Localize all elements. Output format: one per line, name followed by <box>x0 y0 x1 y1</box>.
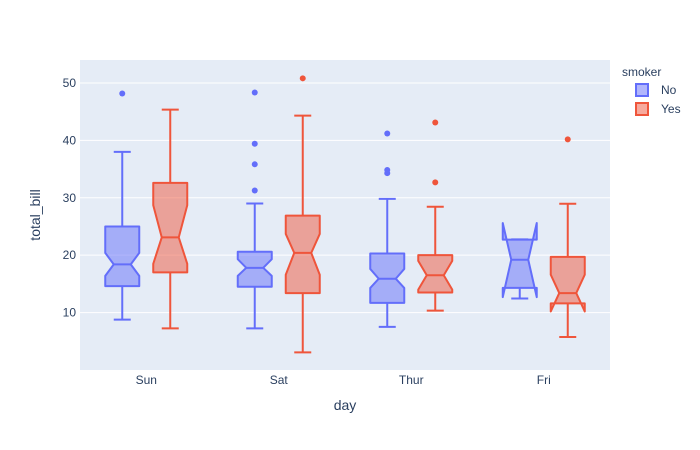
x-tick-label: Fri <box>537 373 551 387</box>
box-yes-thur[interactable] <box>417 119 454 312</box>
legend-swatch <box>635 102 649 116</box>
x-axis-title: day <box>334 397 357 413</box>
x-tick-label: Thur <box>399 373 424 387</box>
box-yes-sat[interactable] <box>284 75 321 354</box>
box-body <box>549 255 586 313</box>
outlier-point[interactable] <box>299 75 306 82</box>
y-tick-label: 20 <box>63 248 77 262</box>
box-no-sun[interactable] <box>104 90 141 321</box>
box-no-thur[interactable] <box>369 130 406 328</box>
legend-item-no[interactable]: No <box>635 83 677 97</box>
box-body <box>104 225 141 288</box>
y-tick-label: 10 <box>63 306 77 320</box>
y-tick-label: 40 <box>63 133 77 147</box>
box-series <box>104 75 586 354</box>
box-yes-sun[interactable] <box>152 108 189 330</box>
y-tick-label: 50 <box>63 76 77 90</box>
outlier-point[interactable] <box>432 179 439 186</box>
box-no-fri[interactable] <box>501 222 538 300</box>
y-tick-label: 30 <box>63 191 77 205</box>
outlier-point[interactable] <box>251 89 258 96</box>
outlier-point[interactable] <box>384 167 391 174</box>
box-body <box>284 214 321 295</box>
legend[interactable]: smoker No Yes <box>622 65 681 116</box>
box-body <box>152 181 189 274</box>
outlier-point[interactable] <box>251 140 258 147</box>
outlier-point[interactable] <box>251 187 258 194</box>
x-tick-label: Sun <box>136 373 157 387</box>
outlier-point[interactable] <box>384 130 391 137</box>
y-axis-title: total_bill <box>27 189 43 240</box>
y-axis-ticks: 10 20 30 40 50 <box>63 76 77 320</box>
legend-label: No <box>661 83 677 97</box>
outlier-point[interactable] <box>251 161 258 168</box>
box-no-sat[interactable] <box>236 89 273 330</box>
outlier-point[interactable] <box>432 119 439 126</box>
box-yes-fri[interactable] <box>549 136 586 338</box>
legend-label: Yes <box>661 102 681 116</box>
box-body <box>417 254 454 294</box>
x-tick-label: Sat <box>270 373 289 387</box>
x-axis-ticks: Sun Sat Thur Fri <box>136 373 551 387</box>
legend-title: smoker <box>622 65 661 79</box>
outlier-point[interactable] <box>564 136 571 143</box>
legend-item-yes[interactable]: Yes <box>635 102 681 116</box>
outlier-point[interactable] <box>119 90 126 97</box>
legend-swatch <box>635 83 649 97</box>
box-body <box>236 250 273 288</box>
